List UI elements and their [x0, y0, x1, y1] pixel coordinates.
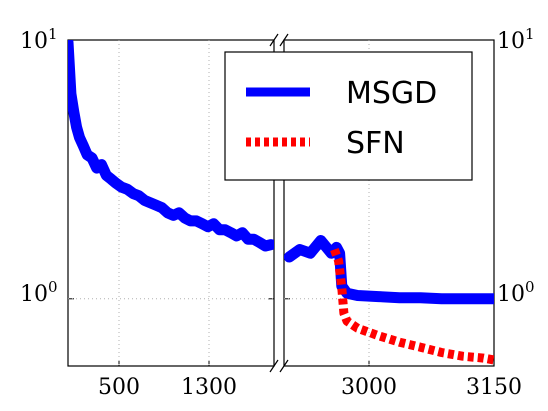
legend-label-msgd: MSGD: [346, 76, 437, 111]
axis-break-marks: [269, 33, 289, 373]
y-tick-label-top-left: 101: [20, 25, 58, 54]
x-tick-label-3150: 3150: [466, 375, 522, 400]
legend-label-sfn: SFN: [346, 126, 405, 161]
y-tick-label-bottom-left: 100: [20, 278, 58, 307]
y-tick-label-top-right: 101: [497, 25, 535, 54]
legend: MSGD SFN: [224, 51, 473, 181]
right-panel-frame: [283, 39, 495, 367]
x-tick-label-1300: 1300: [181, 375, 237, 400]
series-line-msgd-right: [284, 235, 494, 305]
y-tick-label-bottom-right: 100: [497, 278, 535, 307]
series-line-sfn-right: [330, 247, 494, 365]
series-line-msgd-left: [68, 40, 274, 252]
left-panel-frame: [67, 39, 275, 367]
legend-box: [224, 51, 473, 181]
y-axis-right: 101 100: [497, 25, 535, 307]
x-tick-label-500: 500: [98, 375, 140, 400]
y-axis-left: 101 100: [20, 25, 58, 307]
x-tick-label-3000: 3000: [341, 375, 397, 400]
x-axis: 500 1300 3000 3150: [98, 375, 522, 400]
